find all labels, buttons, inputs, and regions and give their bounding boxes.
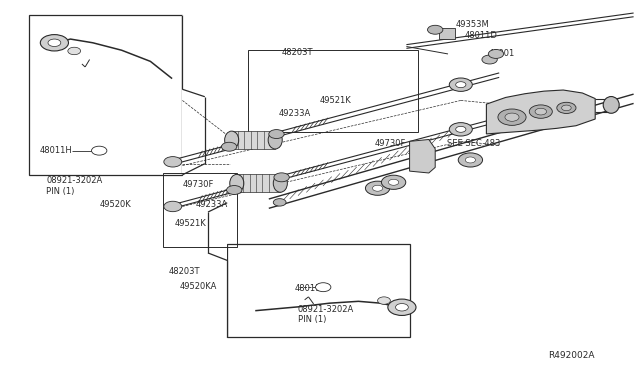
Text: 49521K: 49521K: [320, 96, 352, 105]
Circle shape: [273, 199, 286, 206]
Text: 48203T: 48203T: [282, 48, 313, 57]
Circle shape: [316, 283, 331, 292]
Circle shape: [396, 304, 408, 311]
Circle shape: [505, 113, 519, 121]
Circle shape: [48, 39, 61, 46]
Text: 49730F: 49730F: [374, 139, 406, 148]
Circle shape: [456, 82, 466, 88]
Circle shape: [221, 142, 237, 151]
Circle shape: [378, 297, 390, 304]
Ellipse shape: [230, 174, 244, 192]
Bar: [29, 15, 182, 175]
Circle shape: [372, 185, 383, 191]
Text: R492002A: R492002A: [548, 351, 595, 360]
Ellipse shape: [268, 131, 282, 149]
Bar: [163, 173, 237, 247]
Polygon shape: [486, 90, 595, 134]
Ellipse shape: [603, 97, 619, 113]
Text: 48203T: 48203T: [168, 267, 200, 276]
Text: 49233A: 49233A: [278, 109, 310, 118]
Circle shape: [498, 109, 526, 125]
Polygon shape: [410, 140, 435, 173]
Circle shape: [535, 108, 547, 115]
Circle shape: [164, 157, 182, 167]
Circle shape: [68, 47, 81, 55]
Bar: [248, 50, 418, 132]
Text: 48011D: 48011D: [465, 31, 497, 40]
Circle shape: [381, 175, 406, 189]
Text: 49001: 49001: [489, 49, 515, 58]
Circle shape: [529, 105, 552, 118]
Circle shape: [465, 157, 476, 163]
Circle shape: [456, 126, 466, 132]
Text: 49520K: 49520K: [99, 200, 131, 209]
Bar: [227, 244, 410, 337]
Circle shape: [164, 201, 182, 212]
Bar: [439, 28, 455, 39]
Circle shape: [365, 181, 390, 195]
Text: 49730F: 49730F: [182, 180, 214, 189]
Circle shape: [449, 123, 472, 136]
Text: 48011H: 48011H: [40, 146, 72, 155]
Circle shape: [562, 105, 571, 111]
Circle shape: [274, 173, 289, 182]
Bar: [182, 15, 208, 175]
Text: 49353M: 49353M: [456, 20, 490, 29]
Circle shape: [388, 179, 399, 185]
Circle shape: [458, 153, 483, 167]
Ellipse shape: [273, 174, 287, 192]
Bar: [232, 131, 275, 149]
Text: 49520KA: 49520KA: [179, 282, 216, 291]
Circle shape: [482, 55, 497, 64]
Circle shape: [488, 49, 504, 58]
Text: SEE SEC.483: SEE SEC.483: [447, 139, 500, 148]
Bar: [202, 244, 227, 337]
Text: 08921-3202A
PIN (1): 08921-3202A PIN (1): [46, 176, 102, 196]
Text: 49521K: 49521K: [175, 219, 207, 228]
Circle shape: [557, 102, 576, 113]
Bar: [237, 174, 280, 192]
Text: 08921-3202A
PIN (1): 08921-3202A PIN (1): [298, 305, 354, 324]
Text: 48011H: 48011H: [294, 284, 327, 293]
Circle shape: [40, 35, 68, 51]
Circle shape: [92, 146, 107, 155]
Circle shape: [269, 129, 284, 138]
Ellipse shape: [225, 131, 239, 149]
Text: 49233A: 49233A: [195, 200, 227, 209]
Circle shape: [227, 186, 242, 195]
Circle shape: [428, 25, 443, 34]
Circle shape: [388, 299, 416, 315]
Circle shape: [449, 78, 472, 92]
